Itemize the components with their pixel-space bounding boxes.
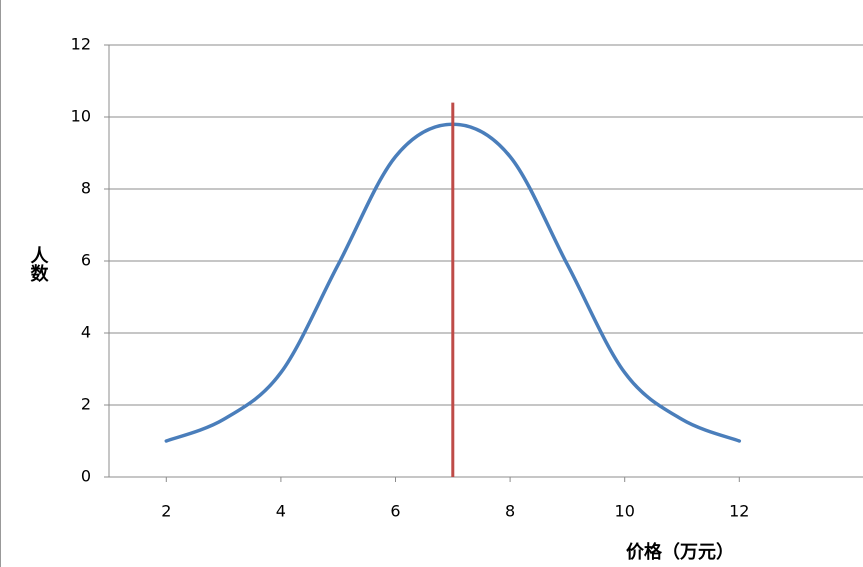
- y-tick-label: 2: [81, 395, 91, 414]
- x-tick-label: 6: [390, 502, 400, 521]
- x-tick-label: 12: [729, 502, 749, 521]
- y-axis-label: 人数: [28, 246, 49, 283]
- y-tick-label: 10: [71, 107, 91, 126]
- y-tick-label: 6: [81, 251, 91, 270]
- x-tick-label: 2: [161, 502, 171, 521]
- x-axis-label: 价格（万元）: [626, 541, 734, 563]
- y-tick-label: 12: [71, 35, 91, 54]
- y-tick-label: 4: [81, 323, 91, 342]
- y-tick-label: 0: [81, 467, 91, 486]
- x-tick-label: 8: [505, 502, 515, 521]
- y-tick-label: 8: [81, 179, 91, 198]
- x-tick-label: 4: [276, 502, 286, 521]
- x-tick-label: 10: [615, 502, 635, 521]
